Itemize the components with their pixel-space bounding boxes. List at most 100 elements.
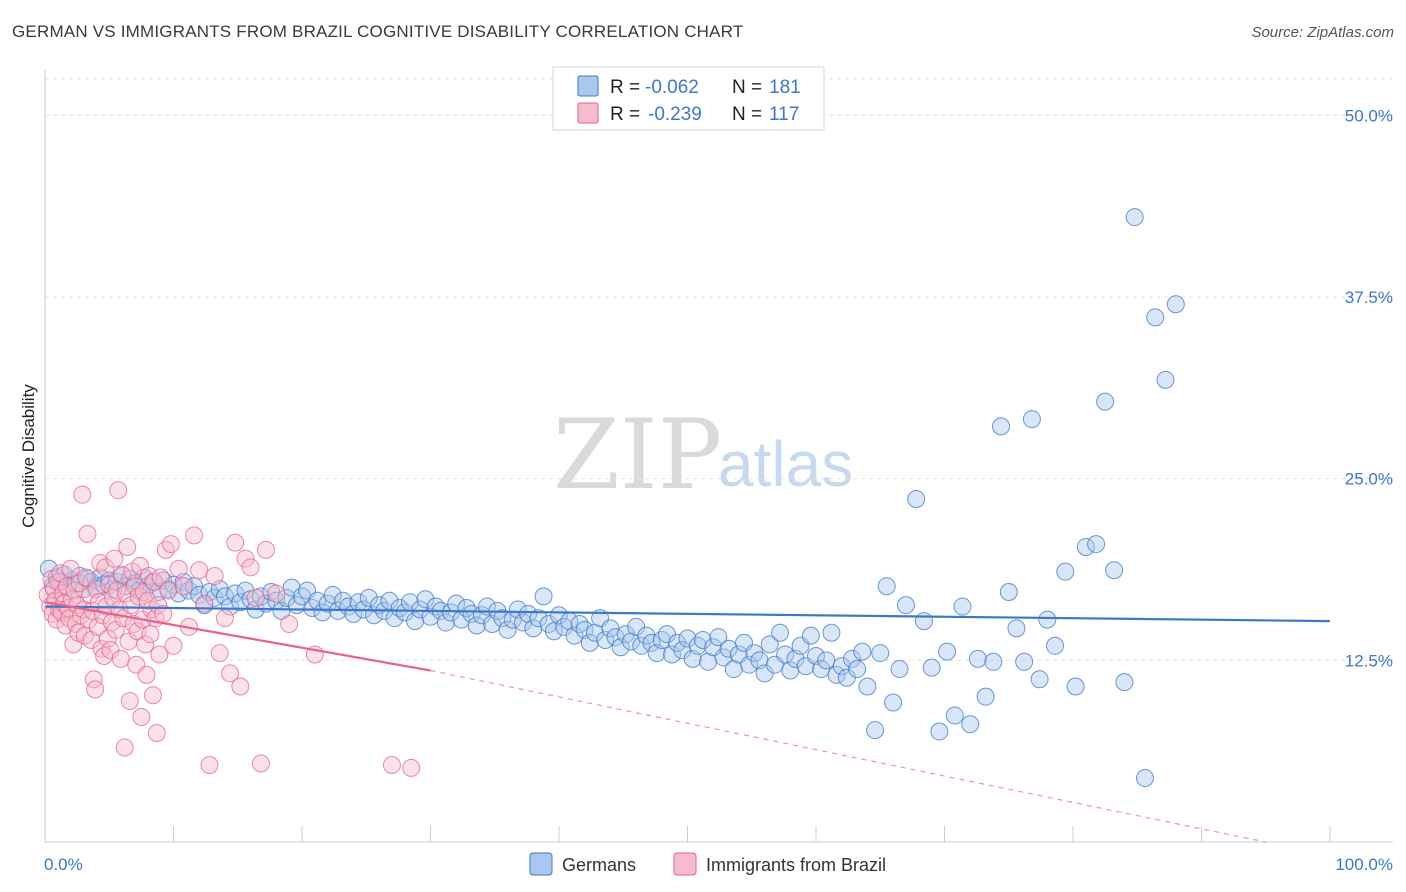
watermark-zip: ZIP <box>553 399 722 511</box>
data-point <box>141 625 160 644</box>
data-point <box>200 755 219 774</box>
data-point <box>890 660 909 679</box>
y-tick-label: 12.5% <box>1345 651 1393 670</box>
data-point <box>984 652 1003 671</box>
data-point <box>822 623 841 642</box>
data-point <box>467 616 486 635</box>
data-point <box>976 687 995 706</box>
legend-r-label-germans: R = <box>610 77 640 98</box>
data-point <box>226 584 245 603</box>
legend-n-value-brazil: 117 <box>769 104 799 125</box>
data-point <box>380 591 399 610</box>
data-point <box>1056 562 1075 581</box>
x-tick-label-max: 100.0% <box>1335 855 1393 874</box>
data-point <box>1066 677 1085 696</box>
data-point <box>498 620 517 639</box>
x-ticks <box>44 826 1331 842</box>
data-point <box>246 588 265 607</box>
data-point <box>174 577 193 596</box>
data-point <box>164 636 183 655</box>
data-point <box>871 644 890 663</box>
bottom-legend: Germans Immigrants from Brazil <box>529 852 886 876</box>
data-point <box>1015 652 1034 671</box>
data-point <box>817 651 836 670</box>
legend-swatch-brazil <box>577 102 599 124</box>
trend-line-brazil-extension <box>430 669 1266 843</box>
data-point <box>251 754 270 773</box>
data-point <box>416 590 435 609</box>
data-point <box>79 610 98 629</box>
data-point <box>740 655 759 674</box>
legend-r-value-brazil: -0.239 <box>648 104 702 125</box>
y-axis-label: Cognitive Disability <box>19 384 38 528</box>
data-point <box>51 564 70 583</box>
data-point <box>848 660 867 679</box>
data-point <box>436 613 455 632</box>
data-point <box>280 615 299 633</box>
chart-source: Source: ZipAtlas.com <box>1251 24 1394 41</box>
data-point <box>86 680 105 699</box>
data-point <box>877 577 896 596</box>
data-point <box>968 649 987 668</box>
data-point <box>120 692 139 711</box>
data-point <box>150 645 169 664</box>
data-point <box>1146 308 1165 327</box>
bottom-legend-swatch-germans <box>529 852 553 876</box>
data-point <box>159 581 178 600</box>
data-point <box>257 540 276 559</box>
data-point <box>111 649 130 668</box>
data-point <box>105 549 124 568</box>
data-point <box>88 617 107 636</box>
data-point <box>663 645 682 664</box>
data-point <box>236 581 255 600</box>
data-point <box>73 485 92 504</box>
data-point <box>858 677 877 696</box>
data-point <box>313 603 332 622</box>
x-tick-label-min: 0.0% <box>44 855 83 874</box>
data-point <box>1076 537 1095 556</box>
data-point <box>760 635 779 654</box>
data-point <box>1096 392 1115 411</box>
data-point <box>621 632 640 651</box>
data-point <box>842 649 861 668</box>
data-point <box>195 594 214 613</box>
data-point <box>570 615 589 633</box>
bottom-legend-label-brazil: Immigrants from Brazil <box>706 855 886 875</box>
data-point <box>359 588 378 607</box>
trend-line-germans <box>44 605 1331 623</box>
data-point <box>185 526 204 545</box>
data-point <box>236 549 255 568</box>
data-point <box>113 565 132 584</box>
data-point <box>78 524 97 543</box>
data-point <box>693 630 712 649</box>
y-tick-label: 25.0% <box>1345 470 1393 489</box>
data-point <box>1007 619 1026 638</box>
legend-n-label-brazil: N = <box>732 104 762 125</box>
data-point <box>714 648 733 667</box>
data-point <box>550 606 568 625</box>
data-point <box>185 577 204 596</box>
data-point <box>190 585 209 604</box>
watermark: ZIP atlas <box>553 399 853 511</box>
data-point <box>318 594 337 613</box>
points-layer <box>38 208 1185 788</box>
data-point <box>866 721 885 740</box>
data-point <box>827 665 846 684</box>
data-point <box>1115 673 1134 692</box>
data-point <box>226 533 245 552</box>
y-tick-labels: 12.5% 25.0% 37.5% 50.0% <box>1345 106 1393 670</box>
legend-n-value-germans: 181 <box>769 77 801 98</box>
data-point <box>1156 370 1175 389</box>
data-point <box>61 559 80 578</box>
data-point <box>1038 610 1057 629</box>
data-point <box>1135 769 1154 788</box>
data-point <box>136 635 155 654</box>
data-point <box>156 540 175 559</box>
data-point <box>147 724 166 742</box>
data-point <box>801 626 820 645</box>
data-point <box>411 600 430 619</box>
data-point <box>945 706 964 725</box>
data-point <box>601 619 620 638</box>
data-point <box>210 644 229 663</box>
